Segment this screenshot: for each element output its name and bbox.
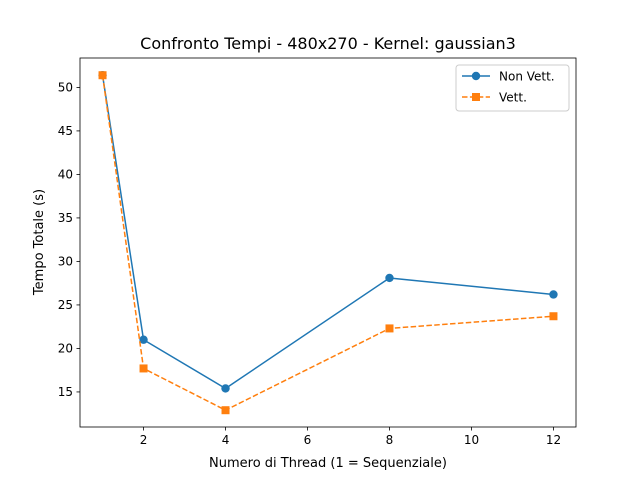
x-tick-label: 12: [546, 433, 561, 447]
data-point-series-1: [221, 384, 230, 393]
x-tick-label: 6: [304, 433, 312, 447]
x-tick-label: 8: [386, 433, 394, 447]
legend-label-series-1: Non Vett.: [499, 70, 555, 84]
y-tick-label: 15: [58, 385, 73, 399]
data-point-series-2: [221, 406, 230, 415]
y-tick-label: 30: [58, 254, 73, 268]
plot-area: 2 4 6 8 10 12 15 20 25 30 35 40 45 50: [58, 57, 577, 447]
y-tick-label: 50: [58, 80, 73, 94]
x-tick-label: 2: [140, 433, 148, 447]
y-tick-label: 35: [58, 211, 73, 225]
x-tick-label: 4: [222, 433, 230, 447]
y-tick-label: 45: [58, 124, 73, 138]
x-tick-label: 10: [464, 433, 479, 447]
data-point-series-1: [549, 290, 558, 299]
data-point-series-2: [98, 71, 107, 80]
legend: Non Vett. Vett.: [455, 64, 570, 112]
data-point-series-1: [385, 273, 394, 283]
chart-title: Confronto Tempi - 480x270 - Kernel: gaus…: [140, 34, 516, 53]
legend-marker-series-2: [472, 93, 480, 101]
y-tick-label: 20: [58, 341, 73, 355]
data-point-series-2: [139, 364, 148, 373]
x-axis-label: Numero di Thread (1 = Sequenziale): [209, 456, 447, 471]
legend-marker-series-1: [471, 71, 481, 81]
data-point-series-2: [549, 312, 558, 321]
data-point-series-1: [139, 335, 148, 344]
y-tick-label: 40: [58, 167, 73, 181]
axes-frame: [79, 57, 577, 428]
legend-label-series-2: Vett.: [499, 91, 527, 105]
y-tick-label: 25: [58, 298, 73, 312]
data-point-series-2: [385, 324, 394, 333]
y-axis-label: Tempo Totale (s): [32, 189, 47, 296]
